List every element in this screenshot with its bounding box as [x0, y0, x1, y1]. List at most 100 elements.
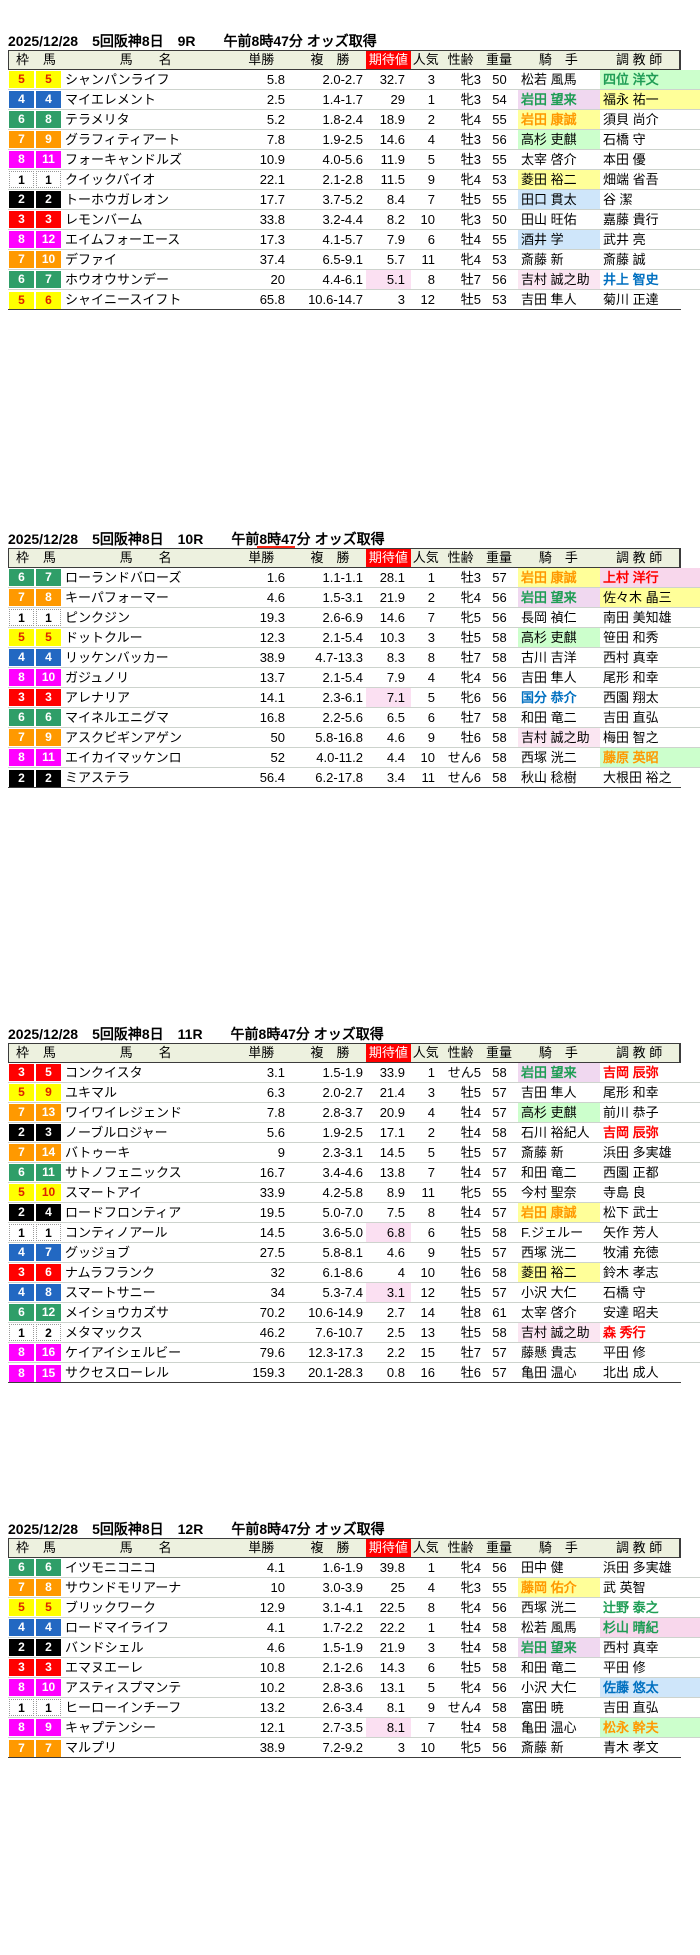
col-header-trainer: 調 教 師	[615, 1540, 663, 1555]
win-odds: 4.1	[266, 1620, 285, 1635]
win-odds: 2.5	[266, 92, 285, 107]
trainer-name: 武 英智	[603, 1580, 646, 1595]
jockey-name: 和田 竜二	[521, 1165, 577, 1180]
weight: 56	[492, 1600, 507, 1615]
table-row: 1 1 ピンクジン 19.3 2.6-6.9 14.6 7 牝5 56 長岡 禎仁 南田 美知雄	[8, 608, 700, 628]
frame-number: 2	[9, 1124, 34, 1141]
place-odds: 6.2-17.8	[315, 770, 363, 785]
frame-number: 4	[9, 649, 34, 666]
jockey-name: 吉村 誠之助	[518, 1323, 600, 1342]
odds-table: 枠馬馬 名単勝複 勝期待値 人気 性齢 重量騎 手調 教 師 6 7 ローランドバローズ 1.…	[8, 548, 700, 788]
weight: 56	[492, 690, 507, 705]
sex-age: 牡4	[460, 1205, 481, 1220]
horse-name: クイックバイオ	[65, 172, 156, 187]
win-odds: 20	[270, 272, 285, 287]
place-odds: 4.7-13.3	[315, 650, 363, 665]
table-row: 3 3 レモンバーム 33.8 3.2-4.4 8.2 10 牝3 50 田山 旺佑 嘉藤 貴行	[8, 210, 700, 230]
jockey-name: 吉田 隼人	[521, 1085, 577, 1100]
horse-number: 8	[36, 589, 61, 606]
popularity: 4	[427, 670, 435, 685]
table-header: 枠馬 馬 名 単勝 複 勝期待値 人気 性齢 重量 騎 手 調 教 師	[8, 1538, 680, 1558]
place-odds: 4.2-5.8	[322, 1185, 363, 1200]
place-odds: 6.5-9.1	[322, 252, 363, 267]
place-odds: 2.1-5.4	[322, 670, 363, 685]
horse-number: 1	[36, 171, 61, 188]
frame-number: 6	[9, 709, 34, 726]
sex-age: 牡5	[460, 192, 481, 207]
win-odds: 38.9	[259, 1740, 285, 1755]
trainer-name: 斎藤 誠	[603, 252, 646, 267]
horse-number: 2	[36, 769, 61, 787]
table-row: 2 2 バンドシェル 4.6 1.5-1.9 21.9 3 牡4 58 岩田 望来 西村 真幸	[8, 1638, 700, 1658]
place-odds: 5.0-7.0	[322, 1205, 363, 1220]
table-row: 4 7 グッジョブ 27.5 5.8-8.1 4.6 9 牡5 57 西塚 洸二 牧浦 充徳	[8, 1243, 700, 1263]
horse-name: アスティスプマンテ	[65, 1680, 182, 1695]
win-odds: 32	[270, 1265, 285, 1280]
col-header-horse: 馬	[42, 52, 56, 67]
horse-number: 8	[36, 1284, 61, 1301]
trainer-name: 西村 真幸	[603, 1640, 659, 1655]
popularity: 7	[427, 1165, 435, 1180]
horse-name: マルプリ	[65, 1740, 118, 1755]
win-odds: 159.3	[252, 1365, 285, 1380]
frame-number: 1	[9, 1324, 34, 1341]
table-row: 8 16 ケイアイシェルビー 79.6 12.3-17.3 2.2 15 牡7 57 藤懸 貴志 平…	[8, 1343, 700, 1363]
frame-number: 6	[9, 1304, 34, 1321]
weight: 56	[492, 132, 507, 147]
horse-number: 10	[36, 669, 61, 686]
popularity: 4	[427, 132, 435, 147]
expected-value: 0.8	[386, 1365, 405, 1380]
horse-number-cell: 8	[35, 1283, 62, 1302]
frame-cell: 1	[8, 1323, 35, 1342]
horse-name: ドットクルー	[65, 630, 143, 645]
popularity: 8	[427, 272, 435, 287]
popularity: 2	[427, 590, 435, 605]
horse-number: 9	[36, 1084, 61, 1101]
horse-number-cell: 2	[35, 1638, 62, 1657]
sex-age: 牝3	[460, 1580, 481, 1595]
popularity: 10	[420, 1265, 435, 1280]
win-odds: 4.1	[266, 1560, 285, 1575]
trainer-name: 四位 洋文	[600, 70, 680, 89]
trainer-name: 前川 恭子	[603, 1105, 659, 1120]
frame-cell: 8	[8, 668, 35, 687]
table-row: 7 9 グラフィティアート 7.8 1.9-2.5 14.6 4 牡3 56 高杉 吏麒 石橋 守	[8, 130, 700, 150]
horse-number-cell: 6	[35, 1263, 62, 1282]
table-row: 2 2 ミアステラ 56.4 6.2-17.8 3.4 11 せん6 58 秋山 稔樹 大根田 裕之	[8, 768, 700, 788]
sex-age: 牡4	[460, 1620, 481, 1635]
sex-age: 牡7	[460, 1345, 481, 1360]
jockey-name: 小沢 大仁	[521, 1285, 577, 1300]
horse-name: ユキマル	[65, 1085, 118, 1100]
horse-number-cell: 11	[35, 150, 62, 169]
table-row: 5 9 ユキマル 6.3 2.0-2.7 21.4 3 牡5 57 吉田 隼人 尾形 和幸	[8, 1083, 700, 1103]
col-header-frame: 枠	[15, 1540, 29, 1555]
table-header: 枠馬 馬 名 単勝 複 勝期待値 人気 性齢 重量 騎 手 調 教 師	[8, 548, 680, 568]
col-header-horse: 馬	[42, 1045, 56, 1060]
expected-value: 7.1	[366, 688, 411, 707]
frame-number: 8	[9, 1344, 34, 1361]
jockey-name: 亀田 温心	[521, 1365, 577, 1380]
expected-value: 2.7	[386, 1305, 405, 1320]
horse-number-cell: 7	[35, 1243, 62, 1262]
frame-number: 4	[9, 91, 34, 108]
horse-number: 1	[36, 1699, 61, 1716]
trainer-name: 谷 潔	[603, 192, 633, 207]
sex-age: 牡3	[460, 570, 481, 585]
jockey-name: 田口 貫太	[518, 190, 600, 209]
table-row: 4 4 マイエレメント 2.5 1.4-1.7 29 1 牝3 54 岩田 望来 福永 祐一	[8, 90, 700, 110]
sex-age: 牝5	[460, 1740, 481, 1755]
frame-cell: 3	[8, 688, 35, 707]
place-odds: 2.3-3.1	[322, 1145, 363, 1160]
expected-value: 8.2	[386, 212, 405, 227]
frame-cell: 3	[8, 1063, 35, 1082]
sex-age: 牡5	[460, 1225, 481, 1240]
table-row: 3 3 アレナリア 14.1 2.3-6.1 7.1 5 牝6 56 国分 恭介 西園 翔太	[8, 688, 700, 708]
win-odds: 9	[277, 1145, 285, 1160]
horse-number-cell: 11	[35, 1163, 62, 1182]
col-header-trainer: 調 教 師	[615, 1045, 663, 1060]
highlight-bleed	[680, 668, 700, 687]
frame-cell: 1	[8, 1223, 35, 1242]
horse-name: ナムラフランク	[65, 1265, 155, 1280]
weight: 55	[492, 1185, 507, 1200]
table-row: 7 13 ワイワイレジェンド 7.8 2.8-3.7 20.9 4 牡4 57 高杉 吏麒 前川 恭…	[8, 1103, 700, 1123]
